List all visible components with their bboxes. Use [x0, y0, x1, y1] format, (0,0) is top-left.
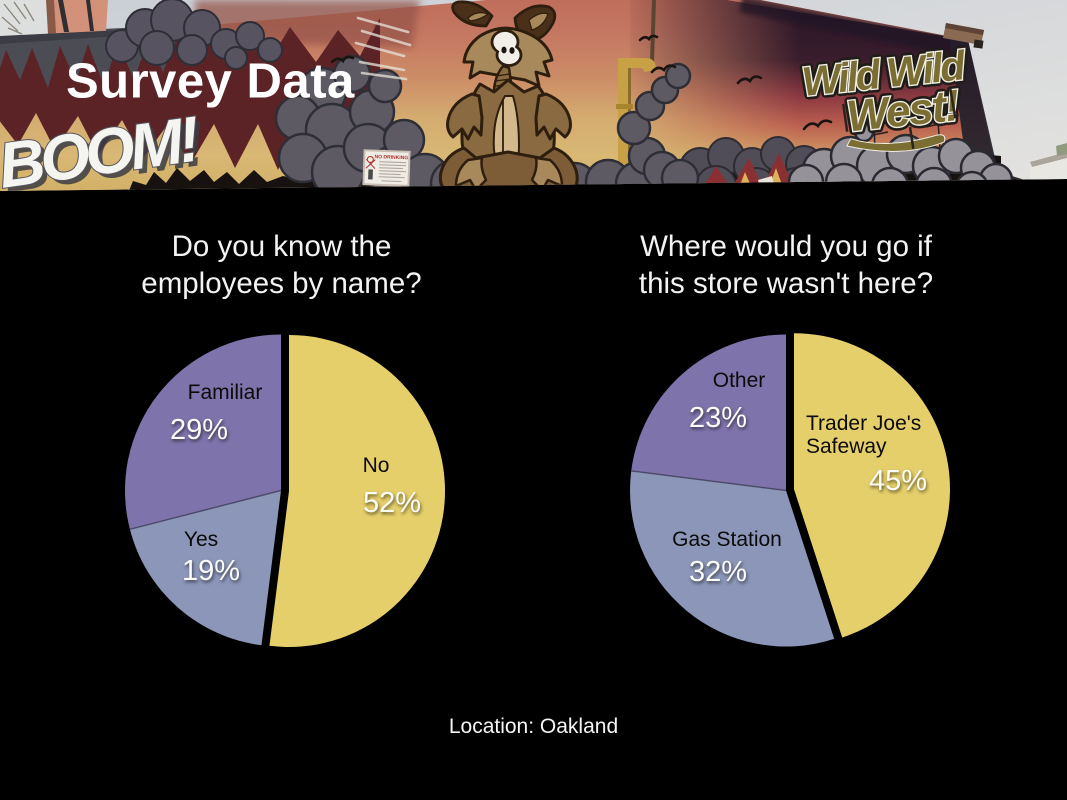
svg-text:NO DRINKING: NO DRINKING [374, 154, 408, 161]
svg-text:West!: West! [844, 81, 961, 141]
svg-text:Survey Data: Survey Data [66, 55, 355, 109]
